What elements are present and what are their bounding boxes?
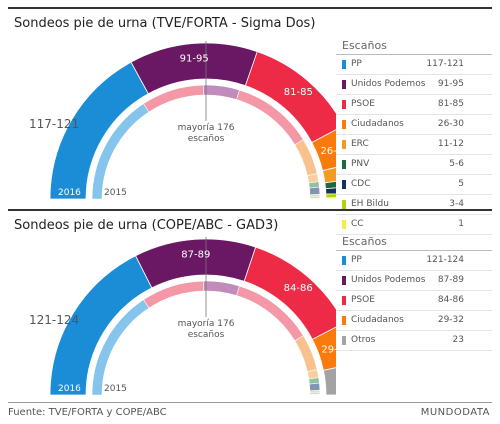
legend-item-cc: CC 1: [336, 215, 492, 235]
legend-item-cdc: CDC 5: [336, 175, 492, 195]
legend-item-pp: PP 121-124: [336, 251, 492, 271]
legend-swatch: [342, 200, 346, 209]
legend-party-name: PSOE: [351, 295, 375, 305]
legend-title: Escaños: [336, 38, 492, 55]
arc-value-label-unidos-podemos: 87-89: [181, 249, 210, 260]
legend-seat-range: 84-86: [437, 295, 464, 305]
arc-2015-segment-11: [309, 197, 321, 200]
legend-seat-range: 87-89: [437, 275, 464, 285]
chart-title-sigma-dos: Sondeos pie de urna (TVE/FORTA - Sigma D…: [14, 16, 316, 31]
chart-title-gad3: Sondeos pie de urna (COPE/ABC - GAD3): [14, 218, 279, 233]
legend-seat-range: 3-4: [449, 199, 464, 209]
top-rule: [8, 7, 492, 9]
arc-value-label-psoe: 81-85: [284, 87, 313, 98]
legend-party-name: Ciudadanos: [351, 315, 404, 325]
legend-seat-range: 117-121: [426, 59, 464, 69]
legend-party-name: CDC: [351, 179, 371, 189]
legend-party-name: PP: [351, 255, 362, 265]
legend-item-otros: Otros 23: [336, 331, 492, 351]
legend-party-name: EH Bildu: [351, 199, 389, 209]
legend-item-pp: PP 117-121: [336, 55, 492, 75]
legend-swatch: [342, 80, 346, 89]
legend-swatch: [342, 316, 346, 325]
section-divider: [8, 209, 492, 211]
arc-value-label-unidos-podemos: 91-95: [180, 54, 209, 65]
arc-2015-segment-11: [309, 393, 321, 396]
legend-party-name: CC: [351, 219, 364, 229]
legend-item-eh-bildu: EH Bildu 3-4: [336, 195, 492, 215]
arc-2016-unidos-podemos: [135, 238, 257, 289]
legend-swatch: [342, 180, 346, 189]
brand-label: MUNDODATA: [420, 407, 490, 418]
legend-item-ciudadanos: Ciudadanos 26-30: [336, 115, 492, 135]
arc-2016-ciudadanos: [311, 326, 336, 371]
footer-rule: [8, 402, 492, 403]
legend-party-name: PSOE: [351, 99, 375, 109]
ring-label-2016: 2016: [58, 188, 81, 198]
legend-swatch: [342, 60, 346, 69]
legend-item-unidos-podemos: Unidos Podemos 91-95: [336, 75, 492, 95]
legend-item-psoe: PSOE 84-86: [336, 291, 492, 311]
legend-item-ciudadanos: Ciudadanos 29-32: [336, 311, 492, 331]
legend-gad3: Escaños PP 121-124 Unidos Podemos 87-89 PSOE…: [336, 234, 492, 351]
legend-seat-range: 5-6: [449, 159, 464, 169]
legend-seat-range: 91-95: [437, 79, 464, 89]
majority-sublabel: escaños: [188, 330, 225, 340]
legend-swatch: [342, 256, 346, 265]
legend-party-name: Unidos Podemos: [351, 79, 426, 89]
arc-value-label-ciudadanos: 29-32: [321, 344, 336, 355]
ring-label-2016: 2016: [58, 384, 81, 394]
legend-swatch: [342, 276, 346, 285]
legend-party-name: Otros: [351, 335, 376, 345]
legend-seat-range: 26-30: [437, 119, 464, 129]
legend-swatch: [342, 220, 346, 229]
legend-seat-range: 81-85: [437, 99, 464, 109]
legend-seat-range: 121-124: [426, 255, 464, 265]
source-note: Fuente: TVE/FORTA y COPE/ABC: [8, 407, 167, 418]
ring-label-2015: 2015: [104, 188, 127, 198]
legend-item-erc: ERC 11-12: [336, 135, 492, 155]
arc-value-label-pp: 117-121: [29, 117, 79, 131]
legend-swatch: [342, 120, 346, 129]
legend-seat-range: 23: [452, 335, 464, 345]
arc-value-label-psoe: 84-86: [284, 283, 313, 294]
arc-2015-segment-3: [202, 280, 240, 296]
arc-value-label-pp: 121-124: [29, 313, 79, 327]
legend-item-unidos-podemos: Unidos Podemos 87-89: [336, 271, 492, 291]
legend-swatch: [342, 160, 346, 169]
majority-label: mayoría 176: [178, 319, 235, 329]
arc-2015-segment-3: [202, 84, 240, 100]
legend-seat-range: 29-32: [437, 315, 464, 325]
arc-2016-psoe: [244, 51, 336, 144]
legend-item-pnv: PNV 5-6: [336, 155, 492, 175]
ring-label-2015: 2015: [104, 384, 127, 394]
legend-swatch: [342, 336, 346, 345]
legend-seat-range: 5: [458, 179, 464, 189]
arc-2016-otros: [322, 367, 336, 396]
legend-seat-range: 11-12: [437, 139, 464, 149]
arc-2015-segment-8: [309, 186, 321, 196]
majority-label: mayoría 176: [178, 123, 235, 133]
legend-party-name: Ciudadanos: [351, 119, 404, 129]
legend-swatch: [342, 296, 346, 305]
arc-2015-segment-8: [309, 382, 321, 392]
legend-item-psoe: PSOE 81-85: [336, 95, 492, 115]
legend-title: Escaños: [336, 234, 492, 251]
legend-sigma-dos: Escaños PP 117-121 Unidos Podemos 91-95 PSOE…: [336, 38, 492, 235]
legend-seat-range: 1: [458, 219, 464, 229]
legend-party-name: ERC: [351, 139, 369, 149]
legend-party-name: PNV: [351, 159, 370, 169]
legend-swatch: [342, 100, 346, 109]
legend-swatch: [342, 140, 346, 149]
arc-value-label-ciudadanos: 26-30: [320, 146, 336, 157]
legend-party-name: Unidos Podemos: [351, 275, 426, 285]
legend-party-name: PP: [351, 59, 362, 69]
majority-sublabel: escaños: [188, 134, 225, 144]
arc-2016-cc: [325, 197, 336, 200]
